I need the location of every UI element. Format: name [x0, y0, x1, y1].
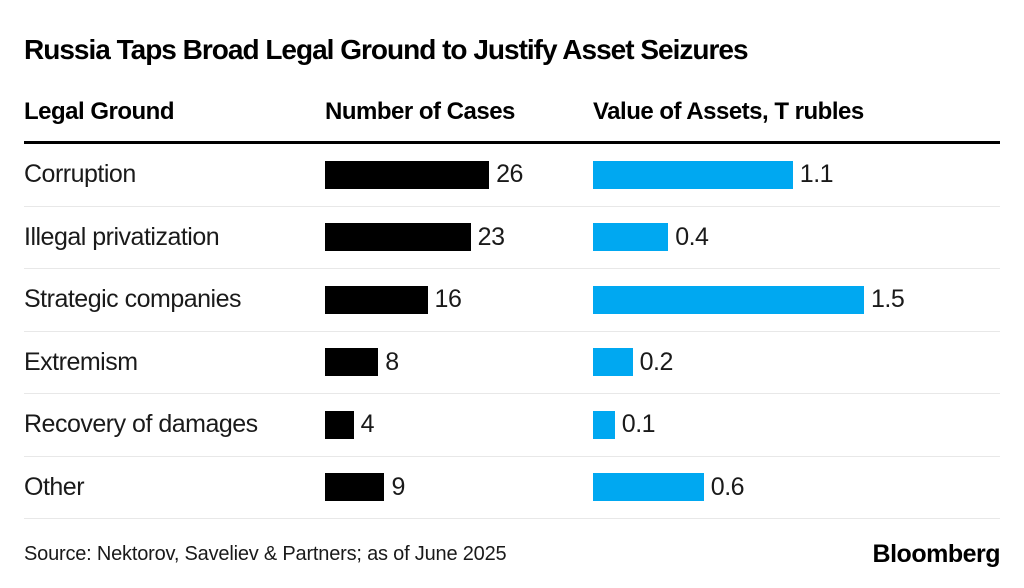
cases-bar [325, 285, 428, 314]
col-header-number-of-cases: Number of Cases [325, 98, 515, 125]
cases-bar [325, 223, 471, 252]
assets-cell: 0.1 [593, 410, 1000, 439]
chart-row-other: Other 9 0.6 [24, 457, 1000, 519]
source-note: Source: Nektorov, Saveliev & Partners; a… [24, 543, 507, 565]
row-label: Other [24, 472, 85, 501]
assets-bar [593, 473, 704, 502]
cases-cell: 23 [325, 223, 593, 252]
bloomberg-logo: Bloomberg [872, 540, 1001, 568]
column-headers: Legal Ground Number of Cases Value of As… [24, 97, 1000, 127]
cases-cell: 26 [325, 160, 593, 189]
assets-value: 0.4 [675, 222, 709, 251]
chart-row-recovery-of-damages: Recovery of damages 4 0.1 [24, 394, 1000, 457]
cases-bar [325, 160, 490, 189]
row-label: Strategic companies [24, 285, 242, 314]
assets-cell: 0.2 [593, 348, 1000, 377]
cases-value: 8 [385, 347, 399, 376]
cases-value: 16 [434, 285, 462, 314]
cases-value: 26 [496, 160, 523, 189]
cases-cell: 4 [325, 410, 593, 439]
assets-value: 0.1 [621, 410, 656, 439]
assets-bar [593, 285, 864, 314]
chart-row-corruption: Corruption 26 1.1 [24, 144, 1000, 207]
assets-bar [593, 160, 793, 189]
row-label: Corruption [24, 160, 136, 189]
col-header-legal-ground: Legal Ground [24, 98, 175, 125]
assets-cell: 0.4 [593, 223, 1000, 252]
chart-rows: Corruption 26 1.1 Illegal privatization … [24, 144, 1000, 519]
cases-value: 9 [391, 472, 405, 501]
cases-cell: 8 [325, 348, 593, 377]
chart-row-strategic-companies: Strategic companies 16 1.5 [24, 269, 1000, 332]
assets-value: 0.2 [639, 347, 674, 376]
assets-bar [593, 348, 633, 377]
assets-cell: 1.5 [593, 285, 1000, 314]
cases-bar [325, 473, 385, 502]
row-label: Illegal privatization [24, 222, 220, 251]
cases-value: 23 [477, 222, 505, 251]
cases-bar [325, 348, 379, 377]
col-header-value-of-assets: Value of Assets, T rubles [593, 98, 864, 125]
cases-value: 4 [360, 410, 375, 439]
assets-cell: 0.6 [593, 473, 1000, 502]
assets-value: 1.1 [799, 160, 834, 189]
row-label: Extremism [24, 347, 138, 376]
chart-title: Russia Taps Broad Legal Ground to Justif… [24, 34, 749, 65]
assets-value: 0.6 [710, 472, 745, 501]
assets-value: 1.5 [871, 285, 905, 314]
row-label: Recovery of damages [24, 410, 258, 439]
assets-cell: 1.1 [593, 160, 1000, 189]
cases-cell: 9 [325, 473, 593, 502]
assets-bar [593, 410, 615, 439]
chart-row-illegal-privatization: Illegal privatization 23 0.4 [24, 207, 1000, 269]
assets-bar [593, 223, 669, 252]
footer: Source: Nektorov, Saveliev & Partners; a… [24, 519, 1001, 569]
chart-card: Russia Taps Broad Legal Ground to Justif… [0, 33, 1024, 588]
header-rule [24, 141, 1000, 144]
cases-cell: 16 [325, 285, 593, 314]
cases-bar [325, 410, 354, 439]
chart-row-extremism: Extremism 8 0.2 [24, 332, 1000, 394]
